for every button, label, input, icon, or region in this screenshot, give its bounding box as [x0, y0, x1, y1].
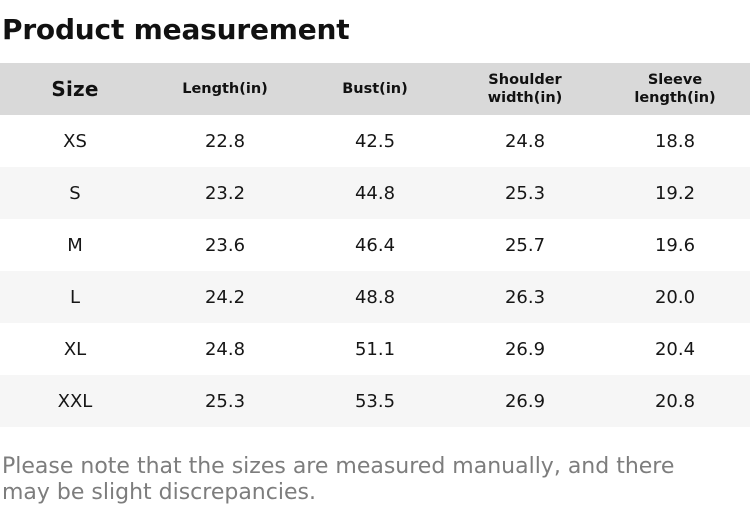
length-value: 25.3 [204, 390, 246, 412]
page-title: Product measurement [2, 13, 350, 46]
sleeve-length-value: 18.8 [654, 130, 696, 152]
table-row-m: M 23.6 46.4 25.7 19.6 [0, 219, 750, 271]
column-header-size: Size [51, 77, 99, 101]
disclaimer-line-1: Please note that the sizes are measured … [2, 454, 675, 479]
column-header-shoulder-width: Shoulder width(in) [487, 72, 563, 106]
column-header-bust: Bust(in) [342, 81, 408, 97]
size-measurement-table: Size Length(in) Bust(in) Shoulder width(… [0, 63, 750, 427]
bust-value: 46.4 [354, 234, 396, 256]
table-row-s: S 23.2 44.8 25.3 19.2 [0, 167, 750, 219]
sleeve-length-value: 20.8 [654, 390, 696, 412]
table-row-xl: XL 24.8 51.1 26.9 20.4 [0, 323, 750, 375]
size-label: S [69, 182, 81, 204]
length-value: 23.6 [204, 234, 246, 256]
shoulder-width-value: 24.8 [504, 130, 546, 152]
shoulder-width-value: 26.9 [504, 338, 546, 360]
size-label: XXL [57, 390, 93, 412]
size-label: XS [63, 130, 87, 152]
length-value: 24.2 [204, 286, 246, 308]
product-measurement-panel: Product measurement Size Length(in) Bust… [0, 13, 750, 526]
sleeve-length-value: 20.4 [654, 338, 696, 360]
column-header-sleeve-length: Sleeve length(in) [634, 72, 716, 106]
size-label: M [67, 234, 83, 256]
shoulder-width-value: 26.9 [504, 390, 546, 412]
size-label: XL [63, 338, 87, 360]
sleeve-length-value: 19.6 [654, 234, 696, 256]
column-header-length: Length(in) [182, 81, 268, 97]
shoulder-width-value: 26.3 [504, 286, 546, 308]
table-header-row: Size Length(in) Bust(in) Shoulder width(… [0, 63, 750, 115]
length-value: 24.8 [204, 338, 246, 360]
shoulder-width-value: 25.3 [504, 182, 546, 204]
bust-value: 53.5 [354, 390, 396, 412]
bust-value: 51.1 [354, 338, 396, 360]
sleeve-length-value: 19.2 [654, 182, 696, 204]
table-row-l: L 24.2 48.8 26.3 20.0 [0, 271, 750, 323]
table-row-xxl: XXL 25.3 53.5 26.9 20.8 [0, 375, 750, 427]
table-row-xs: XS 22.8 42.5 24.8 18.8 [0, 115, 750, 167]
size-label: L [69, 286, 81, 308]
bust-value: 42.5 [354, 130, 396, 152]
shoulder-width-value: 25.7 [504, 234, 546, 256]
length-value: 23.2 [204, 182, 246, 204]
length-value: 22.8 [204, 130, 246, 152]
bust-value: 44.8 [354, 182, 396, 204]
bust-value: 48.8 [354, 286, 396, 308]
measurement-disclaimer-note: Please note that the sizes are measured … [2, 454, 748, 506]
disclaimer-line-2: may be slight discrepancies. [2, 480, 316, 505]
sleeve-length-value: 20.0 [654, 286, 696, 308]
